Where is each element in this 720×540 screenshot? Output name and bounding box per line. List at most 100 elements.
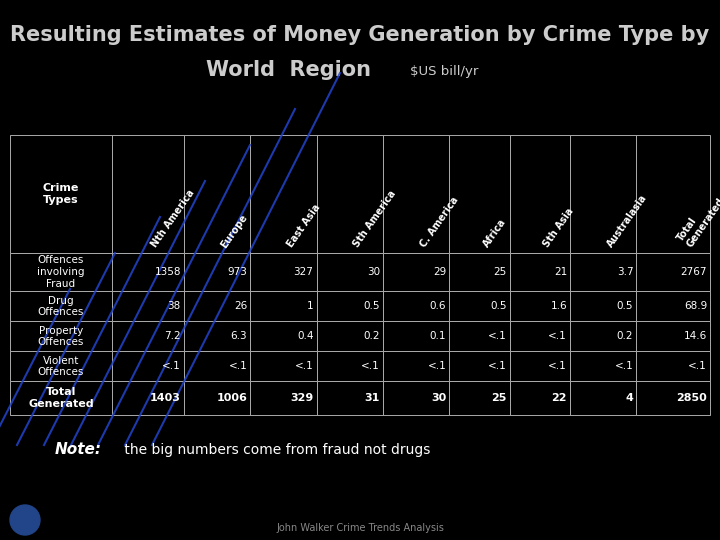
- Bar: [184, 292, 251, 321]
- Text: 21: 21: [554, 267, 567, 277]
- Bar: [383, 135, 449, 253]
- Text: C. America: C. America: [418, 195, 460, 249]
- Bar: [570, 253, 636, 292]
- Bar: [449, 321, 510, 352]
- Bar: [449, 381, 510, 415]
- Text: Total
Generated: Total Generated: [675, 190, 720, 249]
- Text: John Walker Crime Trends Analysis: John Walker Crime Trends Analysis: [276, 523, 444, 533]
- Bar: [184, 381, 251, 415]
- Text: Australasia: Australasia: [605, 193, 649, 249]
- Bar: [184, 135, 251, 253]
- Text: Sth America: Sth America: [351, 189, 398, 249]
- Bar: [510, 321, 570, 352]
- Text: Nth America: Nth America: [150, 188, 197, 249]
- Text: 30: 30: [431, 393, 446, 403]
- Text: 22: 22: [552, 393, 567, 403]
- Bar: [510, 352, 570, 381]
- Text: <.1: <.1: [548, 361, 567, 372]
- Bar: [570, 135, 636, 253]
- Bar: [317, 352, 383, 381]
- Text: Africa: Africa: [482, 217, 508, 249]
- Bar: [383, 381, 449, 415]
- Bar: [636, 352, 710, 381]
- Bar: [510, 292, 570, 321]
- Text: <.1: <.1: [488, 361, 507, 372]
- Bar: [184, 253, 251, 292]
- Text: <.1: <.1: [548, 332, 567, 341]
- Text: <.1: <.1: [488, 332, 507, 341]
- Bar: [383, 292, 449, 321]
- Text: East Asia: East Asia: [285, 203, 323, 249]
- Bar: [317, 292, 383, 321]
- Bar: [10, 135, 112, 253]
- Bar: [10, 292, 112, 321]
- Text: 6.3: 6.3: [230, 332, 247, 341]
- Bar: [636, 253, 710, 292]
- Text: Crime
Types: Crime Types: [42, 183, 79, 205]
- Text: 0.2: 0.2: [617, 332, 634, 341]
- Text: Drug
Offences: Drug Offences: [37, 295, 84, 317]
- Bar: [636, 381, 710, 415]
- Text: 2850: 2850: [676, 393, 707, 403]
- Text: 0.2: 0.2: [364, 332, 380, 341]
- Bar: [184, 321, 251, 352]
- Bar: [510, 253, 570, 292]
- Bar: [251, 135, 317, 253]
- Bar: [112, 253, 184, 292]
- Text: 329: 329: [290, 393, 313, 403]
- Bar: [317, 381, 383, 415]
- Text: <.1: <.1: [688, 361, 707, 372]
- Bar: [251, 321, 317, 352]
- Bar: [112, 135, 184, 253]
- Text: Sth Asia: Sth Asia: [541, 207, 576, 249]
- Bar: [10, 321, 112, 352]
- Text: Property
Offences: Property Offences: [37, 326, 84, 347]
- Text: Violent
Offences: Violent Offences: [37, 356, 84, 377]
- Bar: [10, 381, 112, 415]
- Text: 26: 26: [234, 301, 247, 312]
- Text: 0.5: 0.5: [617, 301, 634, 312]
- Text: 25: 25: [491, 393, 507, 403]
- Text: <.1: <.1: [615, 361, 634, 372]
- Text: 1006: 1006: [216, 393, 247, 403]
- Bar: [510, 135, 570, 253]
- Text: 973: 973: [228, 267, 247, 277]
- Bar: [570, 321, 636, 352]
- Text: 68.9: 68.9: [684, 301, 707, 312]
- Text: Total
Generated: Total Generated: [28, 387, 94, 409]
- Text: Europe: Europe: [219, 212, 250, 249]
- Bar: [449, 253, 510, 292]
- Bar: [570, 352, 636, 381]
- Circle shape: [10, 505, 40, 535]
- Text: 7.2: 7.2: [164, 332, 181, 341]
- Bar: [570, 381, 636, 415]
- Text: 0.5: 0.5: [490, 301, 507, 312]
- Bar: [184, 352, 251, 381]
- Bar: [383, 352, 449, 381]
- Bar: [636, 321, 710, 352]
- Bar: [317, 253, 383, 292]
- Bar: [570, 292, 636, 321]
- Bar: [112, 352, 184, 381]
- Text: the big numbers come from fraud not drugs: the big numbers come from fraud not drug…: [120, 443, 431, 457]
- Text: $US bill/yr: $US bill/yr: [410, 65, 478, 78]
- Text: 1: 1: [307, 301, 313, 312]
- Text: 2767: 2767: [680, 267, 707, 277]
- Text: 0.6: 0.6: [430, 301, 446, 312]
- Bar: [112, 381, 184, 415]
- Bar: [251, 292, 317, 321]
- Bar: [317, 135, 383, 253]
- Bar: [112, 321, 184, 352]
- Bar: [383, 321, 449, 352]
- Text: <.1: <.1: [294, 361, 313, 372]
- Bar: [10, 253, 112, 292]
- Text: 4: 4: [626, 393, 634, 403]
- Text: 1.6: 1.6: [550, 301, 567, 312]
- Bar: [10, 352, 112, 381]
- Bar: [317, 321, 383, 352]
- Bar: [251, 381, 317, 415]
- Text: Offences
involving
Fraud: Offences involving Fraud: [37, 255, 84, 288]
- Text: <.1: <.1: [162, 361, 181, 372]
- Text: <.1: <.1: [361, 361, 380, 372]
- Bar: [251, 352, 317, 381]
